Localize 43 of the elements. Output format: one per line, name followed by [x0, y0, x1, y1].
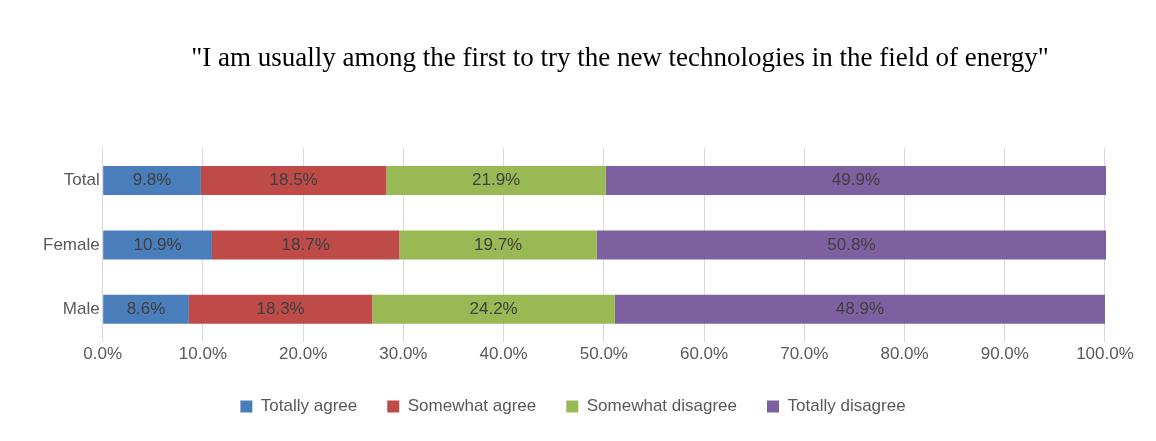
text: 24.2%: [469, 299, 518, 319]
x-tick-label: 80.0%: [880, 344, 929, 364]
bar: [372, 294, 615, 324]
text: 50.8%: [827, 234, 876, 254]
bar: [614, 294, 1105, 324]
legend-label: Totally disagree: [787, 396, 906, 416]
x-tick-label: 100.0%: [1076, 344, 1134, 364]
x-tick-label: 60.0%: [679, 344, 729, 364]
text: 18.3%: [256, 299, 305, 319]
y-tick-label: Male: [62, 299, 100, 319]
bar: [211, 230, 400, 260]
bar: [103, 230, 212, 260]
text: 18.7%: [281, 234, 330, 254]
bar: [596, 230, 1106, 260]
x-tick-label: 0.0%: [83, 344, 123, 364]
x-tick-label: 30.0%: [379, 344, 428, 364]
chart-title: "I am usually among the first to try the new technologies in the field of energy": [190, 41, 1050, 74]
x-tick-label: 40.0%: [479, 344, 528, 364]
bar: [103, 165, 201, 195]
bar: [188, 294, 373, 324]
text: 49.9%: [831, 170, 881, 190]
legend-label: Somewhat disagree: [586, 396, 738, 416]
bar: [399, 230, 597, 260]
text: 18.5%: [269, 170, 318, 190]
bar: [103, 294, 189, 324]
legend-label: Somewhat agree: [407, 396, 537, 416]
text: 19.7%: [474, 234, 523, 254]
x-tick-label: 20.0%: [279, 344, 328, 364]
y-tick-label: Total: [63, 170, 100, 190]
y-tick-label: Female: [43, 234, 100, 254]
bar: [200, 165, 387, 195]
text: 21.9%: [471, 170, 521, 190]
x-tick-label: 10.0%: [178, 344, 228, 364]
x-tick-label: 90.0%: [980, 344, 1029, 364]
text: 8.6%: [126, 299, 166, 319]
x-tick-label: 70.0%: [780, 344, 829, 364]
text: 48.9%: [835, 299, 885, 319]
legend-label: Totally agree: [260, 396, 358, 416]
text: 10.9%: [133, 234, 182, 254]
text: 9.8%: [132, 170, 172, 190]
bar: [386, 165, 606, 195]
x-tick-label: 50.0%: [579, 344, 628, 364]
bar: [605, 165, 1106, 195]
